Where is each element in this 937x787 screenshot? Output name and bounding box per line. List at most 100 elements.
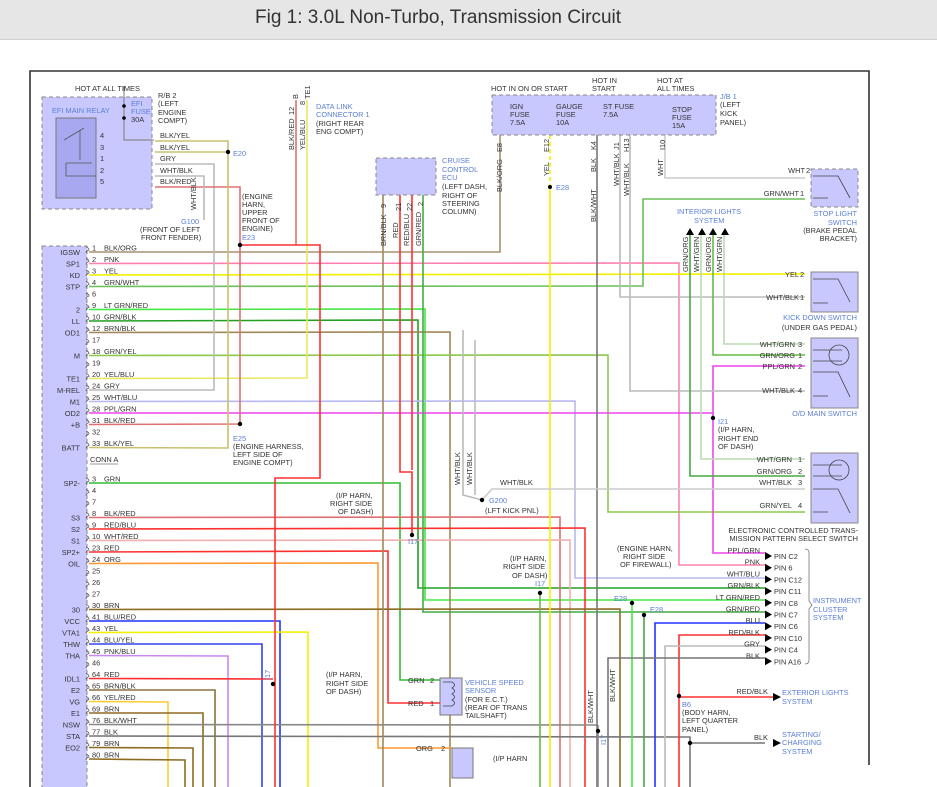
svg-text:SYSTEM: SYSTEM xyxy=(694,216,724,225)
svg-text:5: 5 xyxy=(100,177,104,186)
ecm-wire-color: BLU/YEL xyxy=(104,636,134,645)
stop-light-switch: WHT 2 GRN/WHT 1 STOP LIGHT SWITCH (BRAKE P… xyxy=(764,166,859,243)
svg-text:WHT/GRN: WHT/GRN xyxy=(715,237,724,272)
arrow-right-icon xyxy=(765,622,772,631)
svg-text:SWITCH: SWITCH xyxy=(828,218,857,227)
svg-text:4: 4 xyxy=(100,131,104,140)
svg-text:WHT/BLK: WHT/BLK xyxy=(622,163,631,196)
svg-text:E23: E23 xyxy=(242,233,255,242)
connector-pin-icon xyxy=(85,615,90,623)
svg-text:K4: K4 xyxy=(589,141,598,150)
svg-text:G200: G200 xyxy=(489,496,507,505)
conn-a-wire-12 xyxy=(88,331,451,787)
svg-text:B: B xyxy=(291,94,300,99)
conn-a-wire-33 xyxy=(88,140,229,449)
svg-text:STOP: STOP xyxy=(672,105,692,114)
svg-text:BLK/WHT: BLK/WHT xyxy=(586,690,595,723)
ecm-wire-color: BLK/RED xyxy=(104,509,136,518)
svg-text:(I/P HARN,: (I/P HARN, xyxy=(718,425,754,434)
svg-text:HARN,: HARN, xyxy=(242,200,265,209)
svg-text:GRN/WHT: GRN/WHT xyxy=(764,189,800,198)
ecm-terminal-name: +B xyxy=(71,421,80,430)
conn-b-wire-69 xyxy=(89,712,204,787)
arrow-right-icon xyxy=(765,645,772,654)
connector-pin-icon xyxy=(85,442,90,449)
conn-b-wire-44 xyxy=(89,643,263,787)
arrow-right-icon xyxy=(765,552,772,560)
ecm-wire-color: BLK xyxy=(104,728,118,737)
conn-b-wire-77 xyxy=(88,735,765,744)
conn-b-wire-45 xyxy=(88,654,229,787)
conn-a-wire-20 xyxy=(88,100,308,380)
ecm-terminal-name: 2 xyxy=(76,306,80,315)
svg-text:GRN/ORG: GRN/ORG xyxy=(757,467,793,476)
ecm-wire-color: BLK/WHT xyxy=(104,716,137,725)
svg-text:1: 1 xyxy=(100,154,104,163)
svg-text:HOT IN: HOT IN xyxy=(592,76,617,85)
connector-pin-icon xyxy=(85,396,90,403)
cluster-pin-label: PIN C10 xyxy=(774,634,802,643)
od-main-switch: WHT/GRN 3 GRN/ORG 1 PPL/GRN 2 WHT/BLK 4 O/D … xyxy=(760,337,859,418)
svg-text:BLK/RED: BLK/RED xyxy=(287,118,296,150)
ecm-pin-number: 20 xyxy=(92,370,100,379)
conn-b-wire-43 xyxy=(88,631,309,787)
svg-text:(ENGINE: (ENGINE xyxy=(242,192,273,201)
ecm-terminal-name: VCC xyxy=(64,617,80,626)
cruise-red xyxy=(399,195,413,535)
svg-text:WHT: WHT xyxy=(788,166,805,175)
svg-text:ENGINE: ENGINE xyxy=(158,108,186,117)
ecm-terminal-name: VTA1 xyxy=(62,629,80,638)
conn-a-wire-1 xyxy=(89,135,501,253)
svg-text:PPL/GRN: PPL/GRN xyxy=(763,362,795,371)
conn-b-wire-65 xyxy=(89,689,216,787)
svg-text:RIGHT SIDE: RIGHT SIDE xyxy=(623,552,665,561)
svg-text:WHT/BLK: WHT/BLK xyxy=(612,153,621,186)
ecm-wire-color: BLK/YEL xyxy=(104,439,134,448)
ecm-pin-number: 3 xyxy=(92,475,96,484)
conn-a-wire-9 xyxy=(88,308,765,601)
svg-text:FUSE: FUSE xyxy=(131,107,151,116)
svg-text:UPPER: UPPER xyxy=(242,208,267,217)
conn-b-wire-24 xyxy=(88,562,452,749)
j1-wht-blk xyxy=(619,135,805,298)
svg-text:10A: 10A xyxy=(556,118,569,127)
svg-text:(LEFT: (LEFT xyxy=(158,99,179,108)
svg-text:STEERING: STEERING xyxy=(442,199,480,208)
svg-text:SYSTEM: SYSTEM xyxy=(782,697,812,706)
svg-text:J1: J1 xyxy=(612,142,621,150)
ecm-terminal-name: M-REL xyxy=(57,386,80,395)
connector-pin-icon xyxy=(85,604,90,611)
ecm-terminal-name: E2 xyxy=(71,686,80,695)
ecm-wire-color: BRN xyxy=(104,601,120,610)
svg-text:BLK/WHT: BLK/WHT xyxy=(608,669,617,702)
svg-text:MISSION PATTERN SELECT SWITCH: MISSION PATTERN SELECT SWITCH xyxy=(729,534,858,543)
vehicle-speed-sensor: GRN 2 RED 1 VEHICLE SPEED SENSOR (FOR E.C.… xyxy=(408,676,527,779)
svg-text:ENGINE COMPT): ENGINE COMPT) xyxy=(233,458,293,467)
svg-text:BLK/WHT: BLK/WHT xyxy=(589,189,598,222)
ecm-pin-number: 80 xyxy=(92,751,100,760)
ecm-pin-number: 64 xyxy=(92,670,100,679)
svg-text:(ENGINE HARNESS,: (ENGINE HARNESS, xyxy=(233,442,304,451)
svg-text:SYSTEM: SYSTEM xyxy=(782,747,812,756)
ecm-terminal-name: M1 xyxy=(70,398,80,407)
connector-pin-icon xyxy=(85,327,90,334)
ecm-pin-number: 17 xyxy=(92,336,100,345)
svg-text:(I/P HARN,: (I/P HARN, xyxy=(510,554,546,563)
svg-text:COLUMN): COLUMN) xyxy=(442,207,477,216)
cruise-grn-red xyxy=(422,195,765,613)
ecm-pin-number: 19 xyxy=(92,359,100,368)
svg-text:(BODY HARN,: (BODY HARN, xyxy=(682,708,730,717)
svg-text:I17: I17 xyxy=(535,579,545,588)
svg-text:E12: E12 xyxy=(542,139,551,152)
ecm-pin-number: 41 xyxy=(92,613,100,622)
conn-a-wire-18 xyxy=(88,354,805,513)
svg-text:E25: E25 xyxy=(233,434,246,443)
ecm-pin-number: 1 xyxy=(92,244,96,253)
conn-a-wire-24 xyxy=(89,163,215,391)
conn-a-wire-10 xyxy=(88,319,765,589)
ecm-pin-number: 9 xyxy=(92,301,96,310)
red-blk-c10 xyxy=(678,634,765,787)
svg-text:ELECTRONIC CONTROLLED TRANS-: ELECTRONIC CONTROLLED TRANS- xyxy=(728,526,858,535)
ecm-pin-number: 76 xyxy=(92,716,100,725)
svg-text:HOT AT: HOT AT xyxy=(657,76,683,85)
